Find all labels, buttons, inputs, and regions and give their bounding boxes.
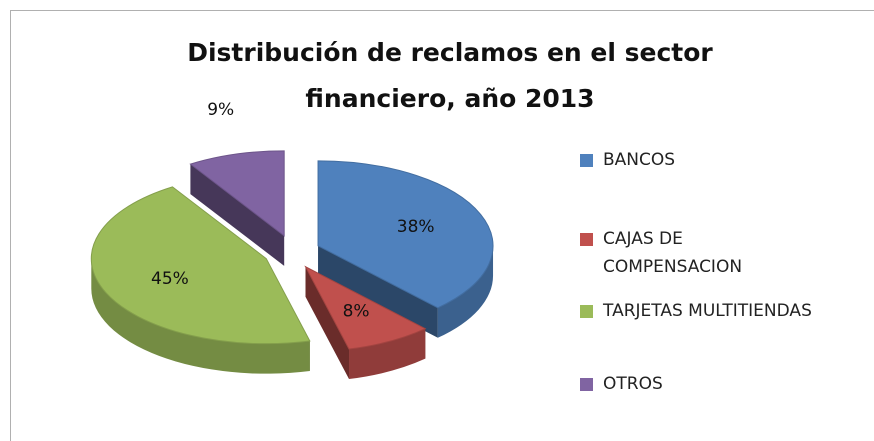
pie-slice	[304, 265, 427, 380]
slice-side	[190, 164, 285, 266]
slice-top	[317, 160, 494, 309]
legend-label: TARJETAS MULTITIENDAS	[603, 301, 812, 321]
legend-swatch	[580, 233, 593, 246]
legend-swatch	[580, 305, 593, 318]
data-label: 45%	[151, 269, 189, 289]
legend-item: BANCOS	[580, 146, 860, 174]
chart-title: Distribución de reclamos en el sector fi…	[187, 38, 713, 113]
legend-swatch	[580, 154, 593, 167]
slice-wall	[349, 328, 426, 380]
data-label: 38%	[397, 217, 435, 237]
slice-top	[304, 265, 427, 350]
slice-side	[305, 266, 350, 380]
pie-slice	[90, 186, 311, 374]
legend-item: OTROS	[580, 370, 860, 398]
data-label: 9%	[207, 100, 234, 120]
legend-item: TARJETAS MULTITIENDAS	[580, 297, 870, 325]
legend-label: BANCOS	[603, 150, 676, 170]
legend-item: CAJAS DE COMPENSACION	[580, 225, 780, 281]
legend-label: OTROS	[603, 374, 663, 394]
data-label: 8%	[343, 301, 370, 321]
pie-slice	[317, 160, 494, 338]
legend-swatch	[580, 378, 593, 391]
slice-wall	[91, 258, 310, 374]
slice-side	[318, 245, 438, 338]
pie-chart: 9% 38% 45% 8%	[90, 100, 494, 380]
page: Distribución de reclamos en el sector fi…	[10, 10, 874, 441]
slice-top	[90, 186, 311, 345]
pie-slice	[189, 150, 285, 266]
chart-frame	[10, 10, 874, 441]
slice-top	[189, 150, 285, 237]
legend-label: CAJAS DE COMPENSACION	[603, 229, 743, 277]
